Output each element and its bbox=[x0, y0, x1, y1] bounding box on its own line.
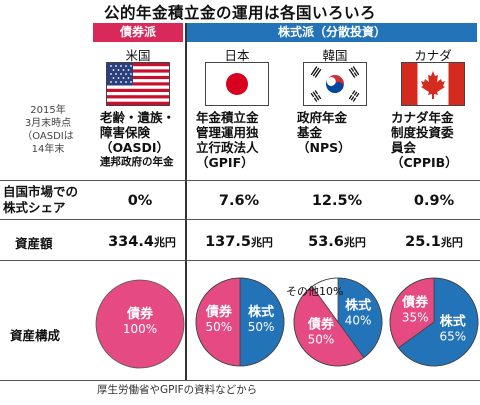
assets-number: 25.1 bbox=[405, 234, 441, 250]
assets-usa: 334.4兆円 bbox=[98, 234, 186, 250]
source-note: 厚生労働省やGPIFの資料などから bbox=[97, 384, 258, 396]
date-note: 2015年 3月末時点 （OASDIは 14年末 bbox=[2, 104, 94, 156]
agency-line: 管理運用独 bbox=[196, 125, 259, 140]
stock-group-header: 株式派（分散投資） bbox=[187, 23, 477, 42]
row-divider bbox=[0, 380, 480, 381]
share-japan: 7.6% bbox=[218, 193, 260, 209]
pie-label: 株式 bbox=[345, 297, 371, 313]
country-name-usa: 米国 bbox=[125, 48, 151, 63]
assets-canada: 25.1兆円 bbox=[389, 234, 479, 250]
pie-percent: 100% bbox=[123, 322, 157, 336]
agency-canada: カナダ年金 制度投資委 員会 （CPPIB） bbox=[391, 110, 477, 170]
other-label: その他10% bbox=[286, 285, 344, 298]
agency-korea: 政府年金 基金 （NPS） bbox=[297, 110, 377, 155]
pie-percent: 50% bbox=[248, 320, 275, 334]
row-divider bbox=[0, 219, 480, 220]
usa-flag-icon bbox=[106, 62, 170, 106]
canada-flag-icon bbox=[401, 62, 465, 106]
pie-label: 債券 bbox=[205, 304, 233, 320]
group-divider bbox=[185, 23, 187, 380]
assets-unit: 兆円 bbox=[440, 236, 463, 249]
share-row-label-line: 自国市場での bbox=[3, 184, 79, 199]
date-note-line: 14年末 bbox=[31, 144, 65, 155]
row-divider bbox=[0, 260, 480, 261]
agency-line: 年金積立金 bbox=[196, 110, 259, 125]
pie-percent: 50% bbox=[206, 320, 233, 334]
assets-number: 137.5 bbox=[205, 234, 251, 250]
date-note-line: 2015年 bbox=[30, 105, 66, 116]
pie-outline bbox=[195, 277, 285, 367]
share-row-label: 自国市場での 株式シェア bbox=[3, 184, 95, 216]
agency-line: （NPS） bbox=[297, 140, 351, 155]
country-name-canada: カナダ bbox=[414, 48, 452, 63]
agency-japan: 年金積立金 管理運用独 立行政法人 （GPIF） bbox=[196, 110, 282, 170]
assets-unit: 兆円 bbox=[153, 236, 176, 249]
agency-line: 老齢・遺族・ bbox=[100, 110, 176, 125]
agency-line: 員会 bbox=[391, 140, 417, 155]
share-usa: 0% bbox=[127, 193, 153, 209]
share-korea: 12.5% bbox=[311, 193, 363, 209]
pie-label: 株式 bbox=[440, 314, 466, 330]
share-row-label-line: 株式シェア bbox=[3, 200, 66, 215]
country-name-korea: 韓国 bbox=[322, 48, 348, 63]
agency-line: 立行政法人 bbox=[196, 140, 259, 155]
pie-outline bbox=[389, 277, 479, 367]
row-divider bbox=[0, 180, 480, 181]
agency-subtitle: 連邦政府の年金 bbox=[100, 156, 174, 168]
agency-line: 政府年金 bbox=[297, 110, 348, 125]
assets-number: 53.6 bbox=[308, 234, 344, 250]
assets-korea: 53.6兆円 bbox=[292, 234, 382, 250]
agency-line: 制度投資委 bbox=[391, 125, 454, 140]
pie-percent: 40% bbox=[345, 313, 372, 327]
country-name-japan: 日本 bbox=[224, 48, 250, 63]
agency-line: カナダ年金 bbox=[391, 110, 454, 125]
agency-line: 基金 bbox=[297, 125, 323, 140]
share-canada: 0.9% bbox=[413, 193, 455, 209]
assets-row-label: 資産額 bbox=[15, 236, 53, 251]
assets-number: 334.4 bbox=[108, 234, 154, 250]
date-note-line: 3月末時点 bbox=[24, 118, 72, 129]
agency-line: （CPPIB） bbox=[391, 155, 458, 170]
pie-label: 債券 bbox=[401, 294, 429, 310]
agency-line: 障害保険 bbox=[100, 125, 151, 140]
bond-group-header: 債券派 bbox=[93, 23, 183, 42]
pie-slice-usa-bond bbox=[95, 279, 185, 369]
assets-unit: 兆円 bbox=[343, 236, 366, 249]
korea-flag-icon bbox=[303, 62, 367, 106]
japan-flag-icon bbox=[205, 62, 269, 106]
composition-row-label: 資産構成 bbox=[10, 328, 61, 343]
assets-japan: 137.5兆円 bbox=[194, 234, 284, 250]
pie-outline bbox=[293, 277, 383, 367]
agency-line: （OASDI） bbox=[100, 140, 169, 155]
date-note-line: （OASDIは bbox=[22, 131, 74, 142]
pie-percent: 50% bbox=[308, 332, 335, 346]
pie-label: 株式 bbox=[248, 304, 274, 320]
assets-unit: 兆円 bbox=[250, 236, 273, 249]
pie-label: 債券 bbox=[126, 306, 154, 322]
agency-line: （GPIF） bbox=[196, 155, 254, 170]
pie-percent: 65% bbox=[439, 330, 466, 344]
pie-percent: 35% bbox=[402, 310, 429, 324]
pie-label: 債券 bbox=[307, 316, 335, 332]
agency-usa: 老齢・遺族・ 障害保険 （OASDI） 連邦政府の年金 bbox=[100, 110, 184, 170]
page-title: 公的年金積立金の運用は各国いろいろ bbox=[103, 4, 376, 22]
